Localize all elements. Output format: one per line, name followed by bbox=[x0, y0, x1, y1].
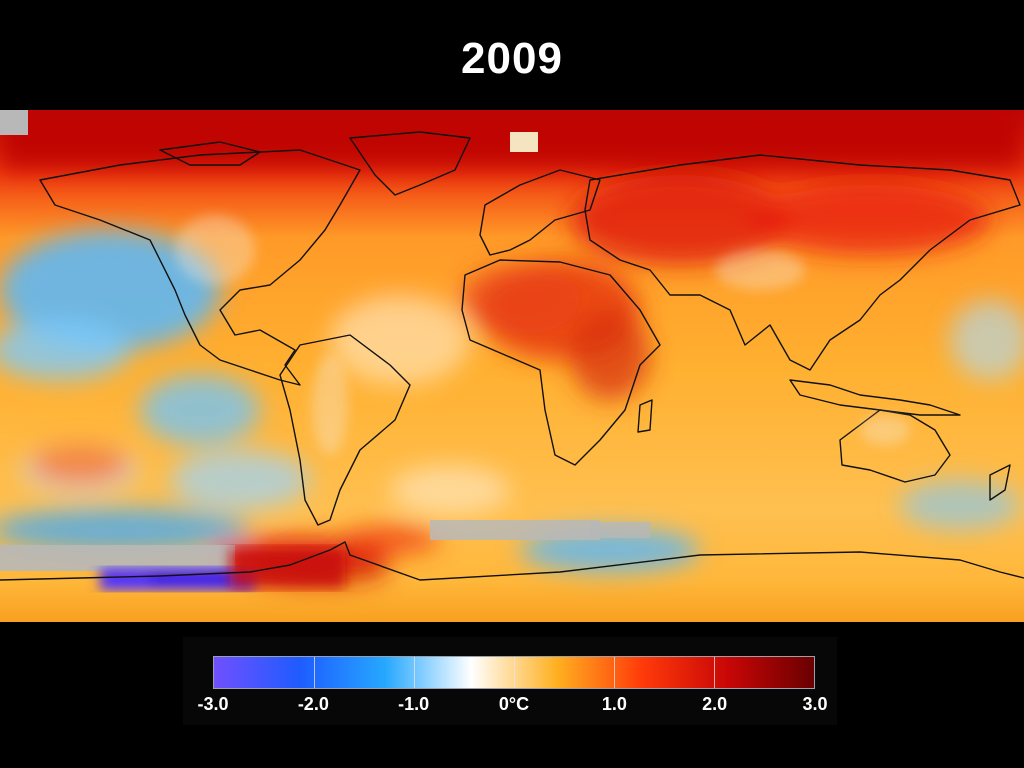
map-title: 2009 bbox=[461, 34, 563, 83]
color-scale-tick-label: -2.0 bbox=[297, 694, 329, 714]
color-scale-tick-label: 3.0 bbox=[802, 694, 828, 714]
color-scale-tick-label: 1.0 bbox=[601, 694, 627, 714]
color-scale-tick-label: 2.0 bbox=[702, 694, 728, 714]
color-scale-tick bbox=[514, 657, 515, 688]
coastlines bbox=[0, 131, 1024, 581]
temperature-anomaly-map bbox=[0, 110, 1024, 622]
color-scale-tick bbox=[314, 657, 315, 688]
color-scale-tick-label: -1.0 bbox=[398, 694, 430, 714]
color-scale-tick bbox=[614, 657, 615, 688]
color-scale-tick bbox=[714, 657, 715, 688]
color-scale-tick bbox=[414, 657, 415, 688]
color-scale-tick-label: 0°C bbox=[498, 694, 530, 714]
color-scale-legend: -3.0 -2.0 -1.0 0°C 1.0 2.0 3.0 bbox=[183, 637, 837, 725]
color-scale-bar bbox=[213, 656, 815, 689]
terrain-shading bbox=[175, 215, 910, 455]
color-scale-tick-label: -3.0 bbox=[197, 694, 229, 714]
no-data-areas bbox=[0, 110, 650, 571]
